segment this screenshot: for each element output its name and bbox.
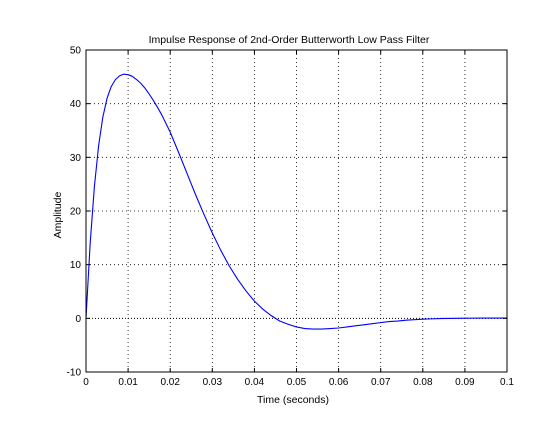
impulse-response-line	[85, 73, 507, 330]
x-tick-label: 0.01	[118, 377, 138, 388]
y-tick-label: -10	[67, 368, 82, 379]
y-axis-label: Amplitude	[52, 192, 64, 239]
ticks-layer: 0 0.01 0.02 0.03 0.04 0.05 0.06 0.07 0.08 0.09 0.1…	[67, 46, 515, 389]
x-tick-label: 0.05	[287, 377, 307, 388]
y-tick-label: 20	[70, 207, 82, 218]
x-tick-label: 0.08	[413, 377, 433, 388]
x-axis-label: Time (seconds)	[257, 394, 329, 406]
y-tick-label: 10	[70, 260, 82, 271]
y-tick-label: 0	[75, 314, 81, 325]
x-tick-label: 0.02	[160, 377, 180, 388]
x-tick-label: 0.04	[245, 377, 265, 388]
y-tick-label: 30	[70, 153, 82, 164]
x-tick-label: 0.09	[455, 377, 475, 388]
x-tick-label: 0.03	[203, 377, 223, 388]
x-tick-label: 0.1	[500, 377, 514, 388]
x-tick-label: 0.07	[371, 377, 391, 388]
chart-title: Impulse Response of 2nd-Order Butterwort…	[149, 34, 430, 46]
y-tick-label: 50	[70, 46, 82, 57]
x-tick-label: 0	[83, 377, 89, 388]
y-tick-label: 40	[70, 99, 82, 110]
x-tick-label: 0.06	[329, 377, 349, 388]
series-layer	[85, 73, 507, 330]
grid-layer	[86, 50, 507, 372]
